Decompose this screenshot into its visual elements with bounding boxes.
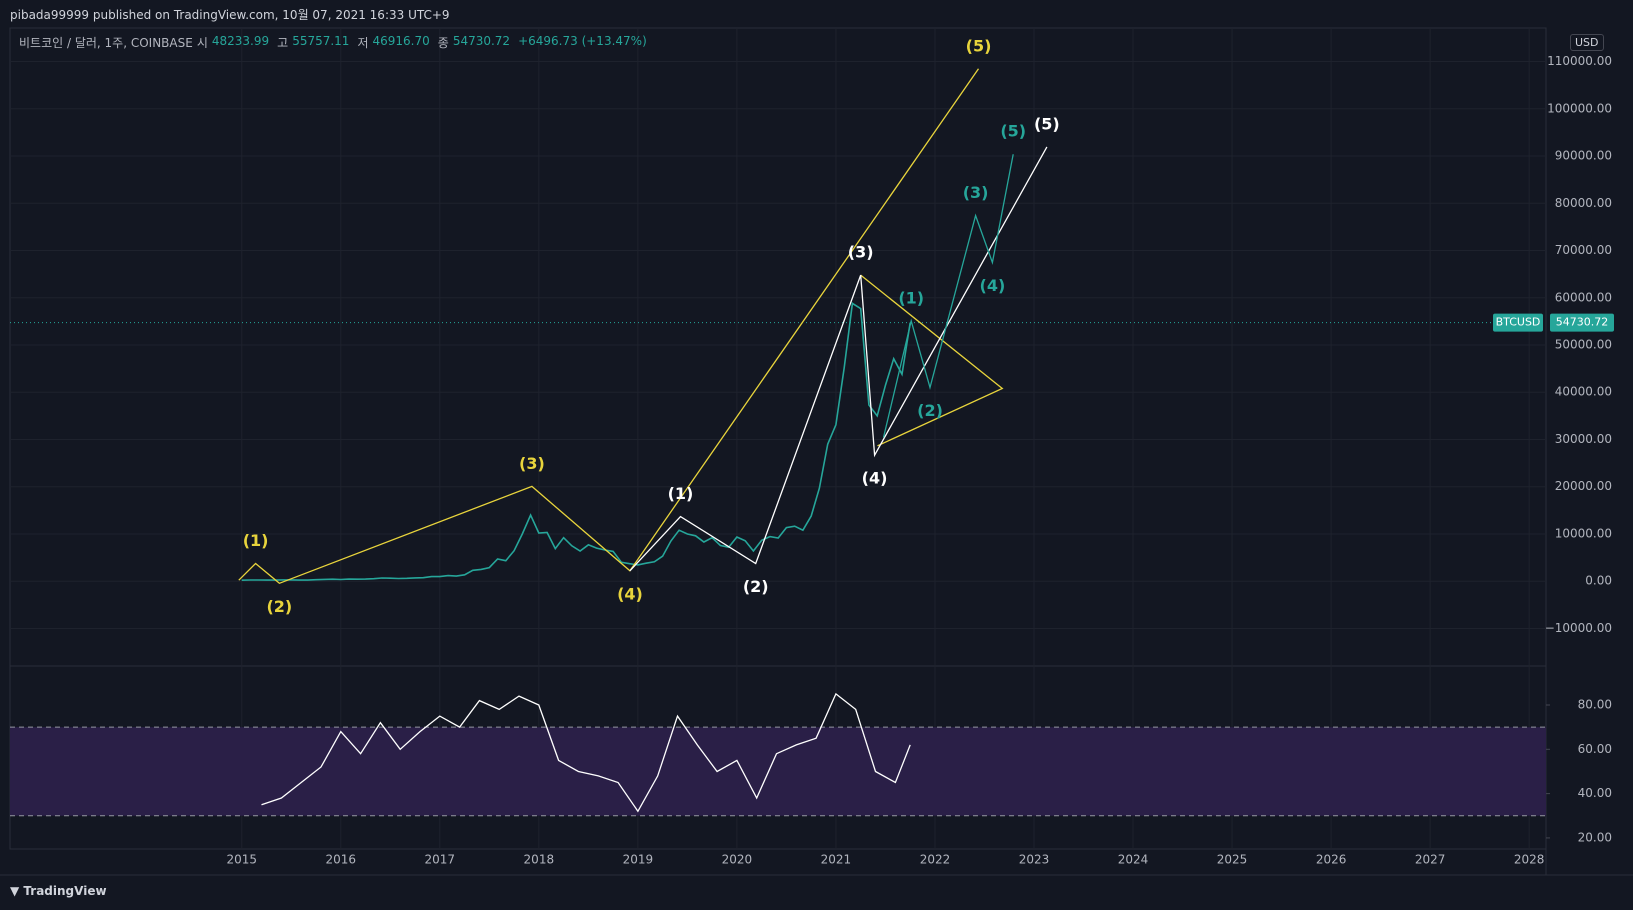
y-tick-label: 80000.00 <box>1555 196 1612 210</box>
x-tick-label: 2024 <box>1118 853 1149 867</box>
last-price-value-tag <box>1550 313 1614 332</box>
rsi-tick-label: 40.00 <box>1578 786 1612 800</box>
wave-label: (2) <box>743 577 769 596</box>
wave-line <box>238 68 980 585</box>
wave-label: (4) <box>862 469 888 488</box>
last-price-tag <box>1493 313 1543 332</box>
y-tick-label: 10000.00 <box>1555 526 1612 540</box>
x-tick-label: 2019 <box>623 853 654 867</box>
last-price-value: 54730.72 <box>1556 316 1609 329</box>
y-tick-label: 90000.00 <box>1555 149 1612 163</box>
legend: 비트코인 / 달러, 1주, COINBASE 시 48233.99 고 55757.… <box>19 34 651 51</box>
wave-label: (5) <box>966 36 992 55</box>
x-tick-label: 2021 <box>821 853 852 867</box>
rsi-band <box>10 727 1546 816</box>
ohlc-key: 시 <box>196 36 208 50</box>
wave-label: (3) <box>519 454 545 473</box>
x-tick-label: 2018 <box>524 853 555 867</box>
y-tick-label: 30000.00 <box>1555 432 1612 446</box>
rsi-line <box>261 692 911 813</box>
pane-frame <box>9 27 1547 850</box>
y-tick-label: 50000.00 <box>1555 337 1612 351</box>
x-tick-label: 2016 <box>325 853 356 867</box>
wave-line <box>629 146 1048 572</box>
y-tick-label: 60000.00 <box>1555 290 1612 304</box>
wave-label: (2) <box>266 597 292 616</box>
wave-label: (1) <box>668 484 694 503</box>
wave-label: (5) <box>1034 114 1060 133</box>
y-tick-label: 20000.00 <box>1555 479 1612 493</box>
brand: ▼ TradingView <box>10 884 107 898</box>
y-tick-label: 110000.00 <box>1547 54 1612 68</box>
wave-line <box>860 274 1004 447</box>
wave-label: (3) <box>848 243 874 262</box>
wave-label: (4) <box>980 276 1006 295</box>
x-tick-label: 2027 <box>1415 853 1446 867</box>
last-price-name: BTCUSD <box>1496 316 1541 329</box>
ohlc-value: 55757.11 <box>292 34 350 48</box>
ohlc-key: 저 <box>357 36 369 50</box>
x-tick-label: 2028 <box>1514 853 1545 867</box>
ohlc-value: 54730.72 <box>452 34 511 48</box>
x-tick-label: 2015 <box>226 853 257 867</box>
wave-label: (1) <box>243 531 269 550</box>
ohlc-value: 46916.70 <box>372 34 430 48</box>
brand-text: TradingView <box>23 884 107 898</box>
x-tick-label: 2022 <box>920 853 951 867</box>
x-tick-label: 2023 <box>1019 853 1050 867</box>
ohlc-key: 종 <box>437 36 449 50</box>
y-tick-label: 40000.00 <box>1555 385 1612 399</box>
symbol: 비트코인 / 달러, 1주, COINBASE <box>19 36 193 50</box>
rsi-tick-label: 80.00 <box>1578 697 1612 711</box>
price-line <box>241 302 911 581</box>
ohlc-key: 고 <box>277 36 289 50</box>
currency-badge[interactable]: USD <box>1570 34 1604 51</box>
wave-label: (1) <box>898 288 924 307</box>
published-line: pibada99999 published on TradingView.com… <box>10 8 450 22</box>
ohlc-value: 48233.99 <box>211 34 270 48</box>
x-tick-label: 2020 <box>722 853 753 867</box>
y-tick-label: 70000.00 <box>1555 243 1612 257</box>
rsi-tick-label: 60.00 <box>1578 742 1612 756</box>
wave-label: (2) <box>917 401 943 420</box>
wave-label: (5) <box>1000 122 1026 141</box>
rsi-tick-label: 20.00 <box>1578 830 1612 844</box>
wave-label: (3) <box>963 183 989 202</box>
change: +6496.73 (+13.47%) <box>518 34 647 48</box>
x-tick-label: 2026 <box>1316 853 1347 867</box>
y-tick-label: 0.00 <box>1585 574 1612 588</box>
x-tick-label: 2017 <box>425 853 456 867</box>
x-tick-label: 2025 <box>1217 853 1248 867</box>
y-tick-label: 100000.00 <box>1547 101 1612 115</box>
wave-label: (4) <box>617 584 643 603</box>
wave-line <box>882 154 1014 438</box>
y-tick-label: −10000.00 <box>1545 621 1612 635</box>
